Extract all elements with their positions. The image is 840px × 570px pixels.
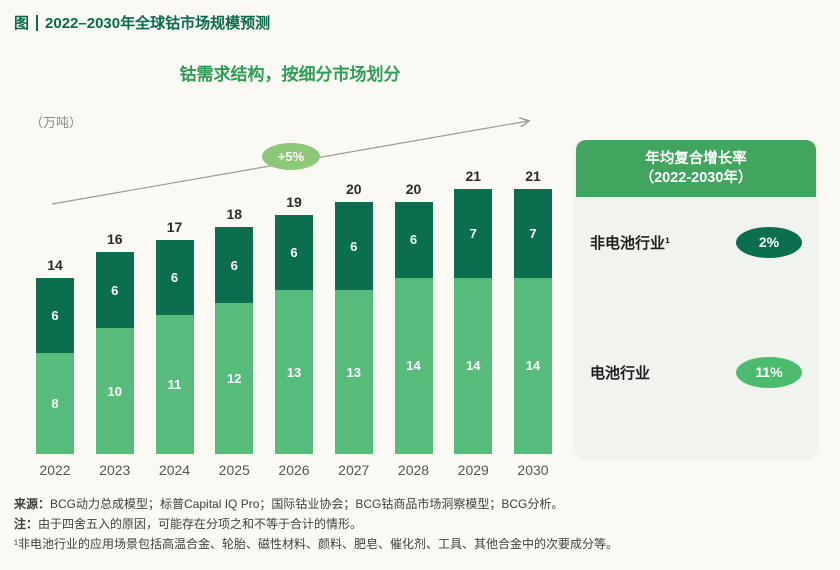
note-text: 由于四舍五入的原因，可能存在分项之和不等于合计的情形。	[38, 517, 363, 531]
bar-segment-non-battery: 6	[334, 202, 373, 291]
cagr-panel: 年均复合增长率 （2022-2030年） 非电池行业¹ 2% 电池行业 11%	[576, 140, 816, 457]
bar-segment-non-battery: 6	[95, 252, 134, 328]
x-axis-label: 2027	[338, 462, 370, 478]
bar-segment-non-battery: 7	[454, 189, 493, 278]
bar-column: 20 6 13 2027	[331, 181, 377, 480]
footnotes: 来源：BCG动力总成模型；标普Capital IQ Pro；国际钴业协会；BCG…	[14, 494, 618, 554]
page-title: 2022–2030年全球钴市场规模预测	[45, 15, 271, 32]
bar-segment-battery: 14	[454, 277, 493, 454]
cagr-panel-body: 非电池行业¹ 2% 电池行业 11%	[576, 197, 816, 457]
bar-column: 14 6 8 2022	[32, 257, 78, 480]
x-axis-label: 2029	[457, 462, 489, 478]
bar-total-label: 18	[226, 206, 243, 223]
stacked-bar: 6 12	[215, 227, 254, 454]
stacked-bar: 7 14	[454, 189, 493, 454]
bar-segment-non-battery: 6	[215, 227, 254, 303]
bar-column: 17 6 11 2024	[152, 219, 198, 480]
note-label: 注：	[14, 517, 39, 531]
bar-total-label: 20	[405, 181, 422, 197]
bar-segment-battery: 13	[334, 290, 373, 454]
cagr-row-label: 非电池行业¹	[590, 234, 670, 252]
stacked-bar: 6 13	[275, 214, 313, 454]
cagr-row-non-battery: 非电池行业¹ 2%	[576, 225, 816, 259]
note-line: 注：由于四舍五入的原因，可能存在分项之和不等于合计的情形。	[14, 514, 618, 534]
bar-segment-battery: 8	[36, 353, 74, 454]
bar-segment-battery: 14	[514, 277, 552, 454]
bar-column: 21 7 14 2029	[450, 168, 496, 480]
x-axis-label: 2022	[39, 462, 71, 478]
stacked-bar: 6 11	[155, 239, 194, 454]
footnote-line: ¹非电池行业的应用场景包括高温合金、轮胎、磁性材料、颜料、肥皂、催化剂、工具、其…	[14, 537, 619, 551]
stacked-bar: 6 14	[394, 202, 433, 454]
bar-total-label: 20	[345, 181, 362, 197]
bar-segment-non-battery: 6	[36, 277, 74, 354]
cagr-row-battery: 电池行业 11%	[576, 355, 816, 389]
bar-column: 21 7 14 2030	[510, 168, 556, 480]
bar-segment-battery: 14	[394, 277, 433, 454]
x-axis-label: 2028	[397, 462, 430, 478]
cagr-value-pill: 2%	[736, 226, 802, 258]
source-line: 来源：BCG动力总成模型；标普Capital IQ Pro；国际钴业协会；BCG…	[14, 494, 618, 514]
bar-column: 20 6 14 2028	[391, 181, 437, 480]
stacked-bar: 6 10	[95, 252, 134, 454]
bar-total-label: 21	[525, 168, 541, 185]
cagr-value-pill: 11%	[736, 356, 802, 388]
bar-total-label: 16	[106, 231, 123, 248]
figure-label: 图	[14, 15, 30, 32]
source-label: 来源：	[14, 497, 51, 511]
bar-segment-non-battery: 6	[394, 202, 433, 278]
cagr-header-line1: 年均复合增长率	[645, 151, 747, 167]
cagr-row-label: 电池行业	[590, 364, 651, 382]
x-axis-label: 2026	[278, 462, 310, 478]
bar-segment-battery: 13	[275, 290, 313, 454]
bar-segment-battery: 10	[95, 328, 134, 454]
chart-subtitle: 钴需求结构，按细分市场划分	[179, 65, 401, 84]
bar-segment-non-battery: 7	[514, 189, 552, 278]
bar-chart: 14 6 8 2022 16 6 10 2023 17 6 11 2024 18 6 12 2025 19 6 13…	[32, 140, 556, 480]
cagr-header-line2: （2022-2030年）	[639, 170, 753, 186]
cagr-panel-header: 年均复合增长率 （2022-2030年）	[576, 140, 816, 197]
bar-segment-battery: 11	[155, 315, 194, 454]
source-text: BCG动力总成模型；标普Capital IQ Pro；国际钴业协会；BCG钴商品…	[50, 497, 564, 511]
bar-total-label: 14	[47, 256, 63, 273]
stacked-bar: 6 13	[334, 202, 373, 454]
bar-column: 18 6 12 2025	[211, 206, 257, 480]
stacked-bar: 7 14	[514, 189, 552, 454]
growth-rate-badge: +5%	[262, 143, 320, 170]
bar-total-label: 21	[465, 168, 482, 185]
bar-segment-non-battery: 6	[155, 239, 194, 316]
bar-segment-non-battery: 6	[275, 214, 313, 291]
bar-total-label: 17	[166, 218, 183, 235]
axis-unit-label: （万吨）	[30, 115, 83, 130]
x-axis-label: 2024	[158, 462, 191, 478]
bar-total-label: 19	[286, 193, 302, 210]
x-axis-label: 2025	[218, 462, 250, 478]
bar-column: 19 6 13 2026	[271, 194, 317, 480]
figure-title: 图 2022–2030年全球钴市场规模预测	[14, 12, 270, 33]
bar-column: 16 6 10 2023	[92, 231, 138, 480]
bar-segment-battery: 12	[215, 302, 254, 454]
x-axis-label: 2030	[517, 462, 549, 478]
title-divider	[36, 14, 39, 31]
x-axis-label: 2023	[99, 462, 131, 478]
